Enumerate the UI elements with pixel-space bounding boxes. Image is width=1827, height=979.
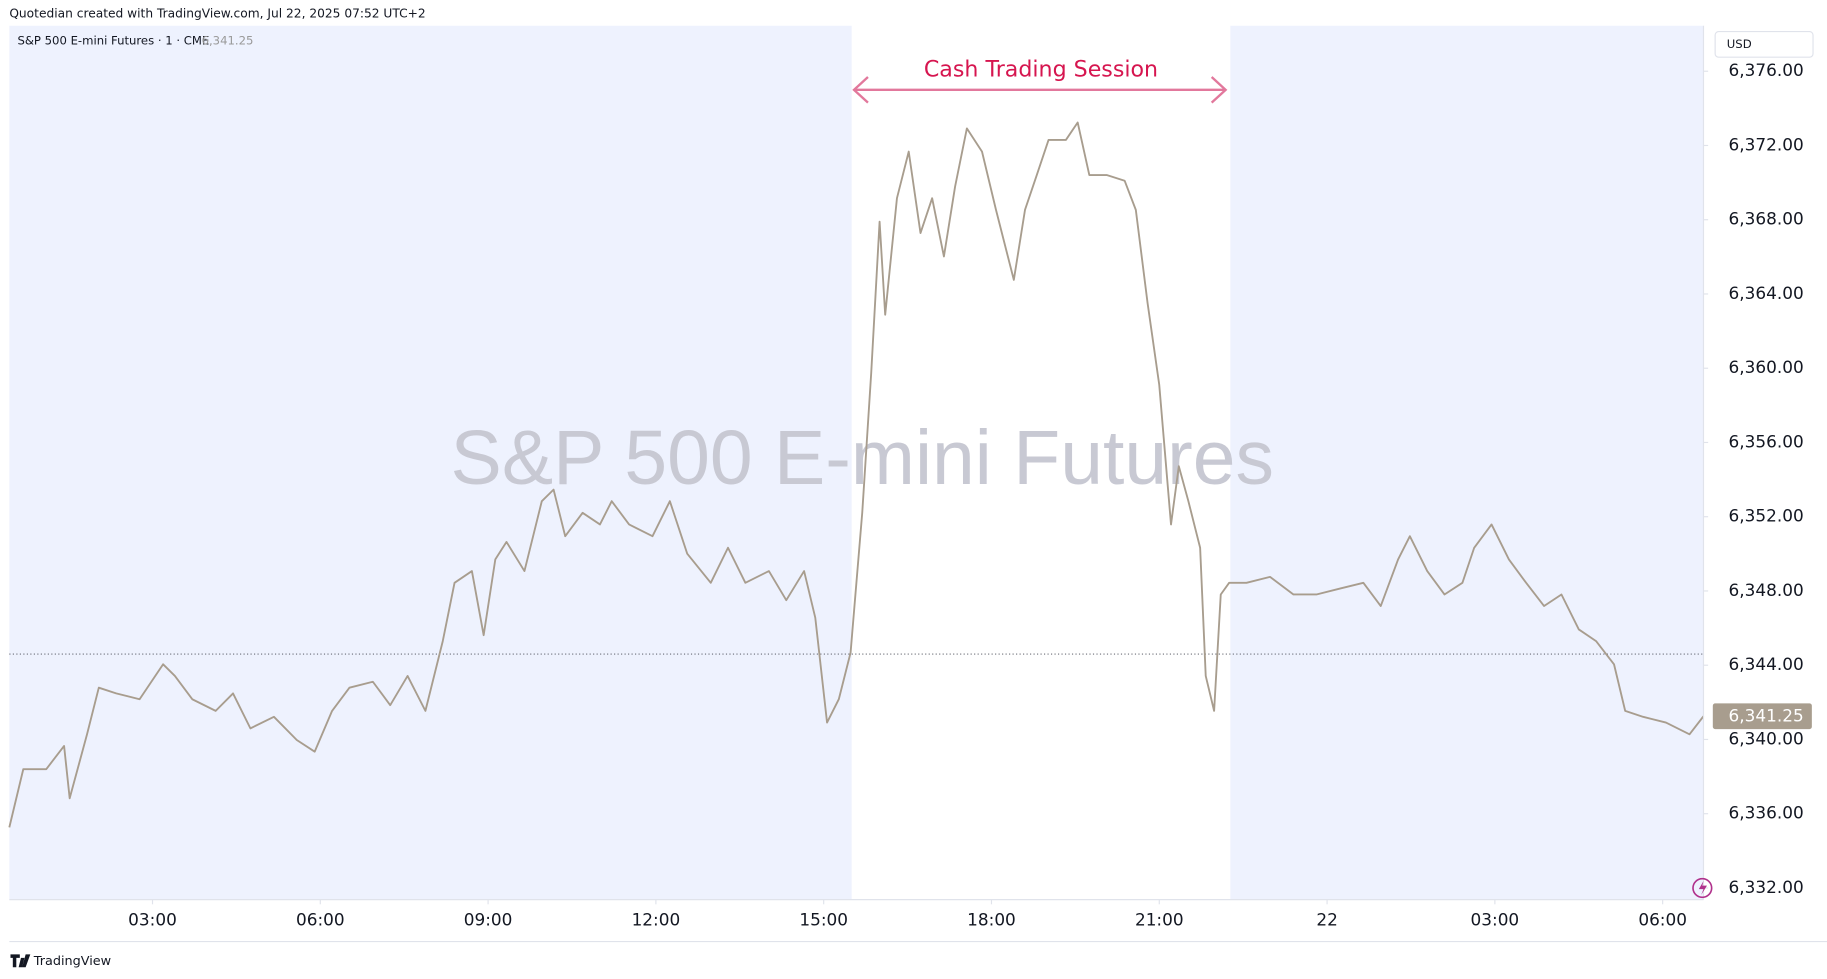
x-tick-label: 06:00 — [1638, 910, 1687, 930]
label-layer: 6,332.00 6,336.00 6,340.00 6,344.00 6,348.00… — [128, 57, 1812, 930]
footer: TradingView — [33, 954, 111, 969]
grid-layer: S&P 500 E-mini Futures — [151, 70, 1709, 905]
x-tick-label: 21:00 — [1135, 910, 1184, 930]
y-tick-label: 6,340.00 — [1729, 728, 1804, 748]
y-tick-label: 6,376.00 — [1729, 60, 1804, 80]
line-layer — [8, 76, 1705, 828]
session-label: Cash Trading Session — [924, 57, 1158, 83]
x-tick-label: 06:00 — [296, 910, 345, 930]
x-tick-label: 09:00 — [464, 910, 513, 930]
arrow-head — [1210, 76, 1228, 104]
y-tick-label: 6,364.00 — [1729, 283, 1804, 303]
shade-layer — [9, 25, 1704, 900]
x-tick-label: 03:00 — [128, 910, 177, 930]
arrow-head — [852, 76, 869, 104]
x-tick-label: 15:00 — [799, 910, 848, 930]
y-tick-label: 6,336.00 — [1729, 803, 1804, 823]
alert-bolt — [1698, 881, 1707, 895]
last-price-box — [1712, 703, 1812, 730]
price-line — [8, 121, 1705, 828]
currency: USD — [1727, 37, 1752, 51]
y-tick-label: 6,356.00 — [1729, 431, 1804, 451]
x-tick-label: 12:00 — [632, 910, 681, 930]
watermark: S&P 500 E-mini Futures — [451, 415, 1274, 501]
legend-title: S&P 500 E-mini Futures · 1 · CME — [17, 33, 209, 47]
last-price-label: 6,341.25 — [1729, 705, 1804, 725]
y-tick-label: 6,352.00 — [1729, 506, 1804, 526]
x-tick-label: 22 — [1316, 910, 1337, 930]
x-tick-label: 03:00 — [1471, 910, 1520, 930]
x-tick-label: 18:00 — [967, 910, 1016, 930]
legend-price: 6,341.25 — [202, 33, 254, 47]
footer-logo — [10, 954, 31, 968]
y-tick-label: 6,360.00 — [1729, 357, 1804, 377]
y-tick-label: 6,348.00 — [1729, 580, 1804, 600]
y-tick-label: 6,332.00 — [1729, 877, 1804, 897]
header: Quotedian created with TradingView.com, … — [9, 7, 425, 21]
y-tick-label: 6,344.00 — [1729, 654, 1804, 674]
currency-box[interactable] — [1714, 31, 1814, 58]
alert-icon[interactable] — [1692, 877, 1713, 899]
y-tick-label: 6,368.00 — [1729, 209, 1804, 229]
off-session-shade — [9, 25, 852, 900]
y-tick-label: 6,372.00 — [1729, 134, 1804, 154]
off-session-shade — [1230, 25, 1704, 900]
